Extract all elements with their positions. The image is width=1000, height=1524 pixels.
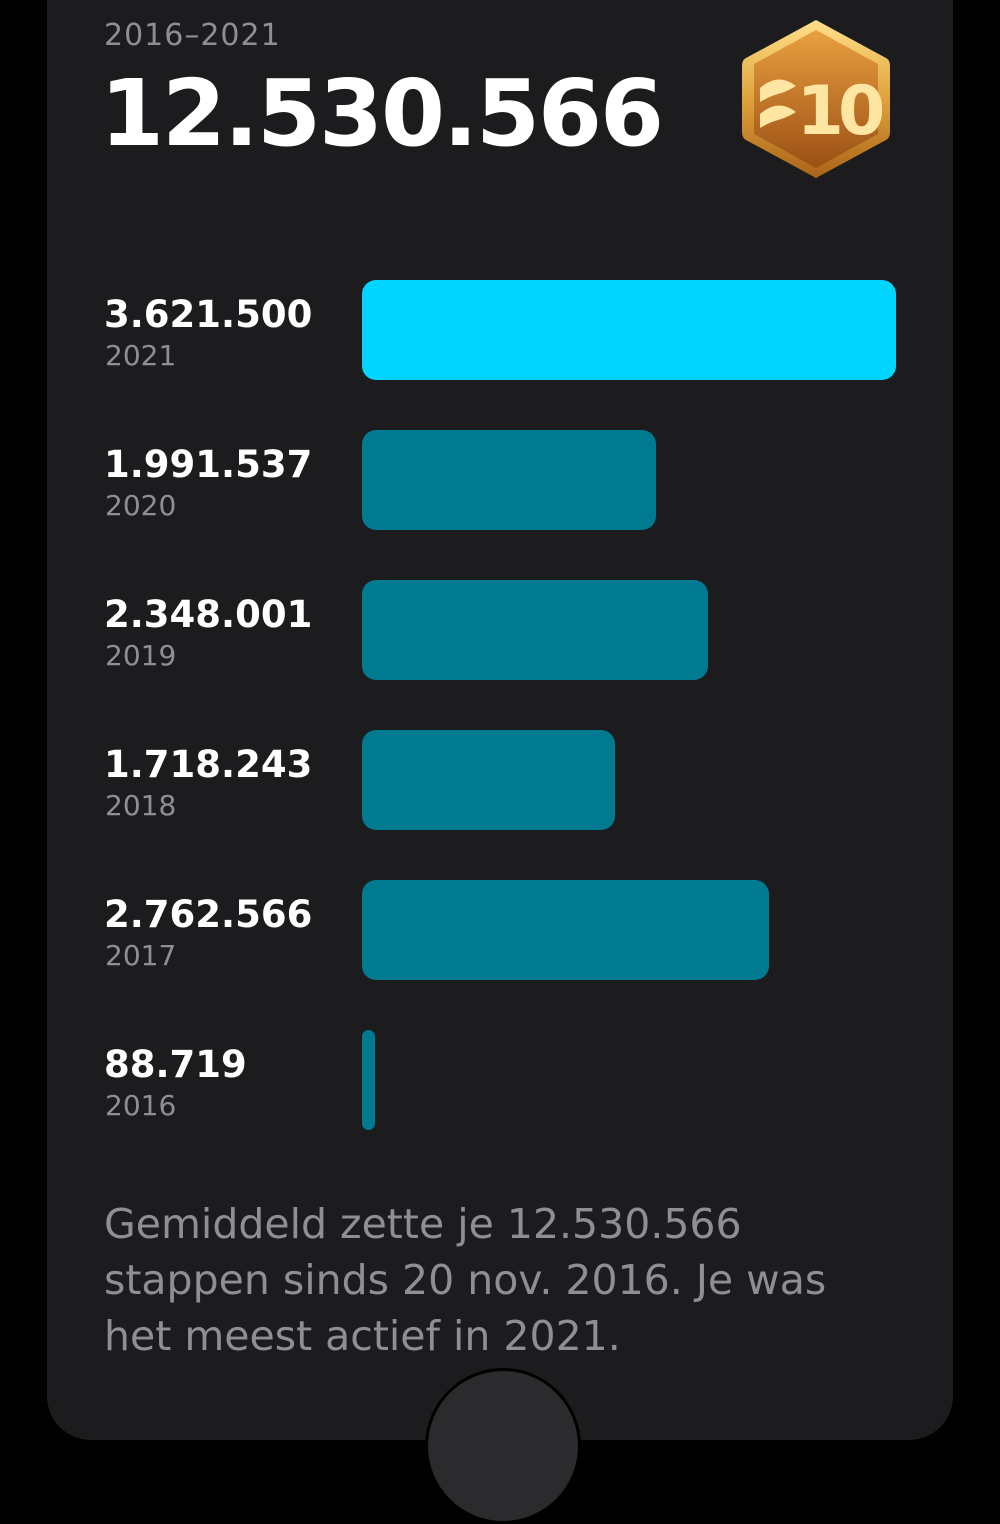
bar-value-label: 2.762.566: [104, 893, 313, 936]
home-button[interactable]: [425, 1368, 581, 1524]
total-steps: 12.530.566: [100, 60, 664, 167]
bar-category-label: 2019: [105, 639, 177, 672]
badge-label: 10: [797, 72, 883, 151]
bar-value-label: 2.348.001: [104, 593, 313, 636]
achievement-badge-icon[interactable]: 10: [738, 16, 894, 182]
steps-card: [47, 0, 953, 1440]
bar-2017[interactable]: [362, 880, 769, 980]
date-range: 2016–2021: [104, 18, 281, 53]
bar-2021[interactable]: [362, 280, 896, 380]
bar-category-label: 2018: [105, 789, 177, 822]
bar-value-label: 1.718.243: [104, 743, 313, 786]
bar-value-label: 3.621.500: [104, 293, 313, 336]
bar-2018[interactable]: [362, 730, 615, 830]
bar-2016[interactable]: [362, 1030, 375, 1130]
bar-category-label: 2021: [105, 339, 177, 372]
bar-value-label: 1.991.537: [104, 443, 313, 486]
bar-category-label: 2016: [105, 1089, 177, 1122]
bar-category-label: 2020: [105, 489, 177, 522]
bar-2020[interactable]: [362, 430, 656, 530]
bar-2019[interactable]: [362, 580, 708, 680]
bar-value-label: 88.719: [104, 1043, 247, 1086]
bar-category-label: 2017: [105, 939, 177, 972]
summary-text: Gemiddeld zette je 12.530.566 stappen si…: [104, 1200, 827, 1360]
steps-bar-chart: 3.621.500 2021 1.991.537 2020 2.348.001 2019 1…: [104, 280, 896, 1130]
